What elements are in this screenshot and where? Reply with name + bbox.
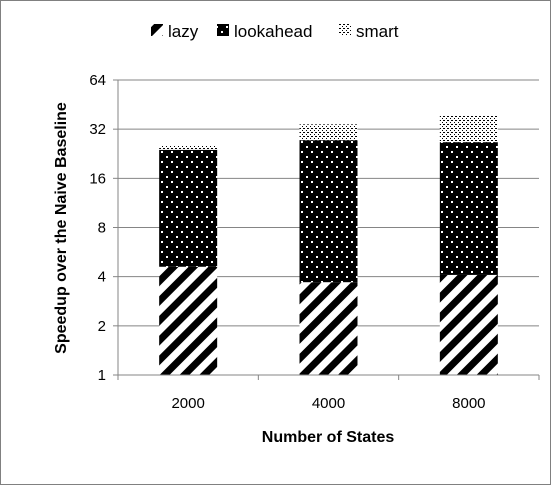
bar-lazy-8000 (439, 274, 498, 375)
legend-label-lookahead: lookahead (234, 22, 312, 41)
x-tick-label-2000: 2000 (171, 395, 204, 412)
bar-lookahead-4000 (299, 140, 358, 283)
y-tick-label-16: 16 (89, 170, 106, 187)
x-tick-labels: 2000 4000 8000 (171, 395, 485, 412)
x-axis-title: Number of States (262, 429, 395, 446)
y-tick-label-1: 1 (98, 367, 106, 384)
legend-label-lazy: lazy (168, 22, 199, 41)
legend-item-smart: smart (339, 22, 399, 41)
bar-smart-2000 (159, 145, 218, 150)
x-tick-label-8000: 8000 (452, 395, 485, 412)
x-tick-label-4000: 4000 (312, 395, 345, 412)
y-tick-label-4: 4 (98, 269, 106, 286)
axes (113, 79, 540, 380)
legend-swatch-smart (339, 24, 351, 36)
y-axis-title: Speedup over the Naive Baseline (53, 102, 70, 354)
legend-swatch-lookahead (217, 24, 229, 36)
bar-lookahead-2000 (159, 149, 218, 267)
bar-smart-8000 (439, 115, 498, 143)
legend: lazy lookahead smart (151, 22, 399, 41)
bar-smart-4000 (299, 124, 358, 141)
legend-item-lazy: lazy (151, 22, 199, 41)
bar-lookahead-8000 (439, 142, 498, 275)
y-tick-label-2: 2 (98, 318, 106, 335)
bar-lazy-2000 (159, 266, 218, 375)
y-tick-label-64: 64 (89, 72, 106, 89)
legend-label-smart: smart (356, 22, 399, 41)
legend-item-lookahead: lookahead (217, 22, 312, 41)
bars (159, 115, 498, 375)
y-tick-label-32: 32 (89, 121, 106, 138)
legend-swatch-lazy (151, 24, 163, 36)
y-tick-label-8: 8 (98, 220, 106, 237)
y-tick-labels: 1 2 4 8 16 32 64 (89, 72, 106, 384)
bar-lazy-4000 (299, 282, 358, 375)
